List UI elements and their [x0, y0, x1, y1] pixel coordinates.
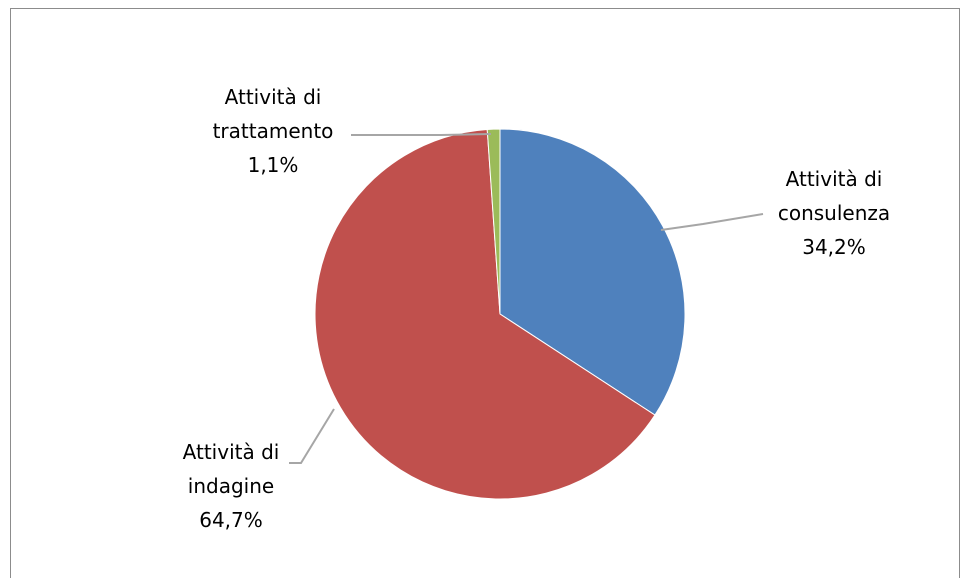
slice-label-2: Attività di indagine 64,7% — [183, 440, 280, 532]
chart-area: Attività di consulenza 34,2% Attività di ind… — [10, 8, 960, 578]
slice-label-line: indagine — [188, 474, 274, 498]
slice-label-line: 64,7% — [199, 508, 263, 532]
pie-chart: Attività di consulenza 34,2% Attività di ind… — [183, 85, 890, 532]
slice-label-line: Attività di — [225, 85, 322, 109]
slice-label-line: trattamento — [213, 119, 334, 143]
pie-slice-2 — [314, 128, 656, 500]
slice-label-line: consulenza — [778, 201, 890, 225]
pie-slice-3 — [486, 128, 501, 315]
leader-line-2 — [289, 408, 335, 464]
slice-label-line: Attività di — [183, 440, 280, 464]
slice-label-line: 1,1% — [248, 153, 299, 177]
slice-label-1: Attività di consulenza 34,2% — [778, 167, 890, 259]
leader-line-3 — [351, 133, 492, 136]
pie-slice-1 — [499, 128, 686, 416]
slice-label-line: 34,2% — [802, 235, 866, 259]
slice-label-3: Attività di trattamento 1,1% — [213, 85, 334, 177]
slice-label-line: Attività di — [786, 167, 883, 191]
leader-line-1 — [660, 213, 764, 231]
